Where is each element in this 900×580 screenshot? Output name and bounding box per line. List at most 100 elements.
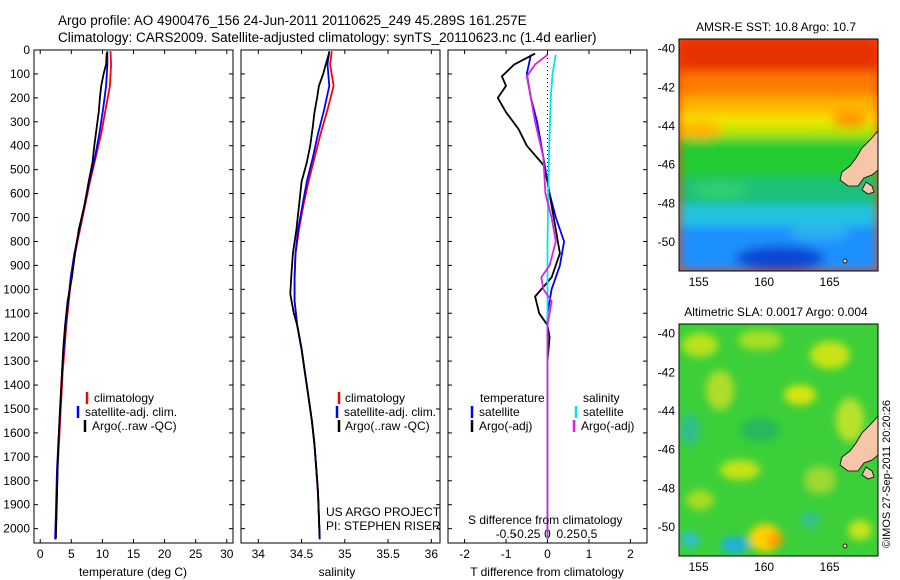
salinity-series-argo-raw-qc- <box>289 52 331 539</box>
new-zealand-landmass <box>839 130 878 187</box>
difference-top-axis-label: S difference from climatology <box>468 513 623 527</box>
depth-tick-label: 1200 <box>3 330 30 344</box>
sla_map-lat-tick-label: -44 <box>658 404 676 418</box>
sst_map-lat-tick-label: -50 <box>658 235 676 249</box>
difference-x-tick-label: 0 <box>544 547 551 561</box>
difference-series-temperature-satellite <box>525 54 565 540</box>
salinity-x-tick-label: 35 <box>338 547 352 561</box>
sst_map-lat-tick-label: -42 <box>658 80 676 94</box>
legend-label-satellite: satellite-adj. clim. <box>344 405 436 419</box>
sla-map-frame <box>678 323 879 557</box>
sst_map-lat-tick-label: -40 <box>658 42 676 56</box>
salinity-x-tick-label: 36 <box>425 547 439 561</box>
series-layer <box>54 51 565 540</box>
temperature-x-tick-label: 10 <box>96 547 110 561</box>
imos-timestamp: ©IMOS 27-Sep-2011 20:20:26 <box>881 400 893 548</box>
depth-tick-label: 1800 <box>3 474 30 488</box>
project-annotation-line-1: US ARGO PROJECT <box>326 505 441 519</box>
temperature-x-tick-label: 15 <box>127 547 141 561</box>
header-line-2: Climatology: CARS2009. Satellite-adjuste… <box>58 30 597 45</box>
legend-heading-temperature: temperature <box>480 391 545 405</box>
sla_map-lat-tick-label: -50 <box>658 520 676 534</box>
sst_map-lon-tick-label: 160 <box>754 275 774 289</box>
salinity-difference-tick-label: -0.5 <box>496 527 517 541</box>
temperature-x-tick-label: 30 <box>220 547 234 561</box>
depth-tick-label: 700 <box>10 211 30 225</box>
sla_map-lon-tick-label: 165 <box>820 560 840 574</box>
sst_map-lon-tick-label: 165 <box>820 275 840 289</box>
difference-x-tick-label: -2 <box>459 547 470 561</box>
depth-tick-label: 1100 <box>4 306 30 320</box>
depth-tick-label: 300 <box>10 115 30 129</box>
salinity-difference-tick-label: -0.25 <box>513 527 541 541</box>
depth-tick-label: 1400 <box>3 378 30 392</box>
temperature-panel-frame <box>33 49 234 544</box>
legend-label-argo: Argo(..raw -QC) <box>345 419 430 433</box>
header-line-1: Argo profile: AO 4900476_156 24-Jun-2011… <box>58 13 527 28</box>
legend-label-salinity-satellite: satellite <box>583 405 624 419</box>
difference-salinity-legend: salinity satellite Argo(-adj) <box>572 391 634 433</box>
sst_map-lat-tick-label: -46 <box>658 158 676 172</box>
temperature-x-tick-label: 0 <box>37 547 44 561</box>
temperature-x-tick-label: 20 <box>158 547 172 561</box>
legend-heading-salinity: salinity <box>583 391 620 405</box>
sst-map-frame <box>678 38 879 272</box>
project-annotation-line-2: PI: STEPHEN RISER <box>326 519 441 533</box>
difference-series-temperature-argo-adj- <box>496 52 561 539</box>
depth-tick-label: 1000 <box>3 282 30 296</box>
sla-heatmap <box>679 324 878 556</box>
temperature-legend: climatology satellite-adj. clim. Argo(..… <box>76 391 177 433</box>
sla_map-lat-tick-label: -40 <box>658 327 676 341</box>
legend-label-argo: Argo(..raw -QC) <box>92 419 177 433</box>
salinity-x-tick-label: 34 <box>252 547 266 561</box>
depth-tick-label: 1900 <box>3 498 30 512</box>
depth-tick-label: 400 <box>10 139 30 153</box>
salinity-series-climatology <box>293 51 335 540</box>
sst_map-lat-tick-label: -44 <box>658 119 676 133</box>
depth-tick-label: 200 <box>10 91 30 105</box>
legend-label-salinity-argo: Argo(-adj) <box>581 419 634 433</box>
depth-tick-label: 100 <box>10 67 30 81</box>
legend-label-climatology: climatology <box>345 391 405 405</box>
depth-tick-label: 500 <box>10 163 30 177</box>
temperature-x-tick-label: 5 <box>68 547 75 561</box>
salinity-difference-tick-label: 0.25 <box>557 527 581 541</box>
sst-heatmap <box>679 39 878 271</box>
salinity-panel-frame <box>240 49 441 544</box>
sla_map-lon-tick-label: 160 <box>754 560 774 574</box>
depth-tick-label: 900 <box>10 258 30 272</box>
legend-label-climatology: climatology <box>94 391 154 405</box>
sst_map-lat-tick-label: -48 <box>658 196 676 210</box>
sla_map-lat-tick-label: -48 <box>658 481 676 495</box>
sla_map-lat-tick-label: -42 <box>658 365 676 379</box>
difference-temperature-legend: temperature satellite Argo(-adj) <box>470 391 545 433</box>
salinity-x-tick-label: 34.5 <box>290 547 314 561</box>
new-zealand-landmass <box>839 415 878 472</box>
difference-axis-label: T difference from climatology <box>470 565 624 579</box>
depth-tick-label: 1700 <box>3 450 30 464</box>
depth-tick-label: 1300 <box>3 354 30 368</box>
sla-small-island <box>842 543 848 549</box>
difference-x-tick-label: 1 <box>586 547 593 561</box>
temperature-series-argo-raw-qc- <box>54 52 108 539</box>
legend-label-temperature-satellite: satellite <box>479 405 520 419</box>
stewart-island <box>861 466 875 480</box>
salinity-x-tick-label: 35.5 <box>376 547 400 561</box>
axes-layer: 0 5 10 15 20 25 300100200300400500600700800900… <box>3 42 840 574</box>
depth-tick-label: 1500 <box>3 402 30 416</box>
depth-tick-label: 800 <box>10 234 30 248</box>
difference-x-tick-label: 2 <box>627 547 634 561</box>
temperature-axis-label: temperature (deg C) <box>79 565 187 579</box>
difference-x-tick-label: -1 <box>501 547 512 561</box>
sla_map-lon-tick-label: 155 <box>689 560 709 574</box>
depth-tick-label: 0 <box>23 43 30 57</box>
legend-label-temperature-argo: Argo(-adj) <box>479 419 532 433</box>
sst-small-island <box>842 258 848 264</box>
salinity-axis-label: salinity <box>319 565 356 579</box>
depth-tick-label: 600 <box>10 187 30 201</box>
sst_map-lon-tick-label: 155 <box>689 275 709 289</box>
legend-label-satellite: satellite-adj. clim. <box>85 405 177 419</box>
difference-series-salinity-satellite <box>546 54 557 540</box>
depth-tick-label: 1600 <box>3 426 30 440</box>
